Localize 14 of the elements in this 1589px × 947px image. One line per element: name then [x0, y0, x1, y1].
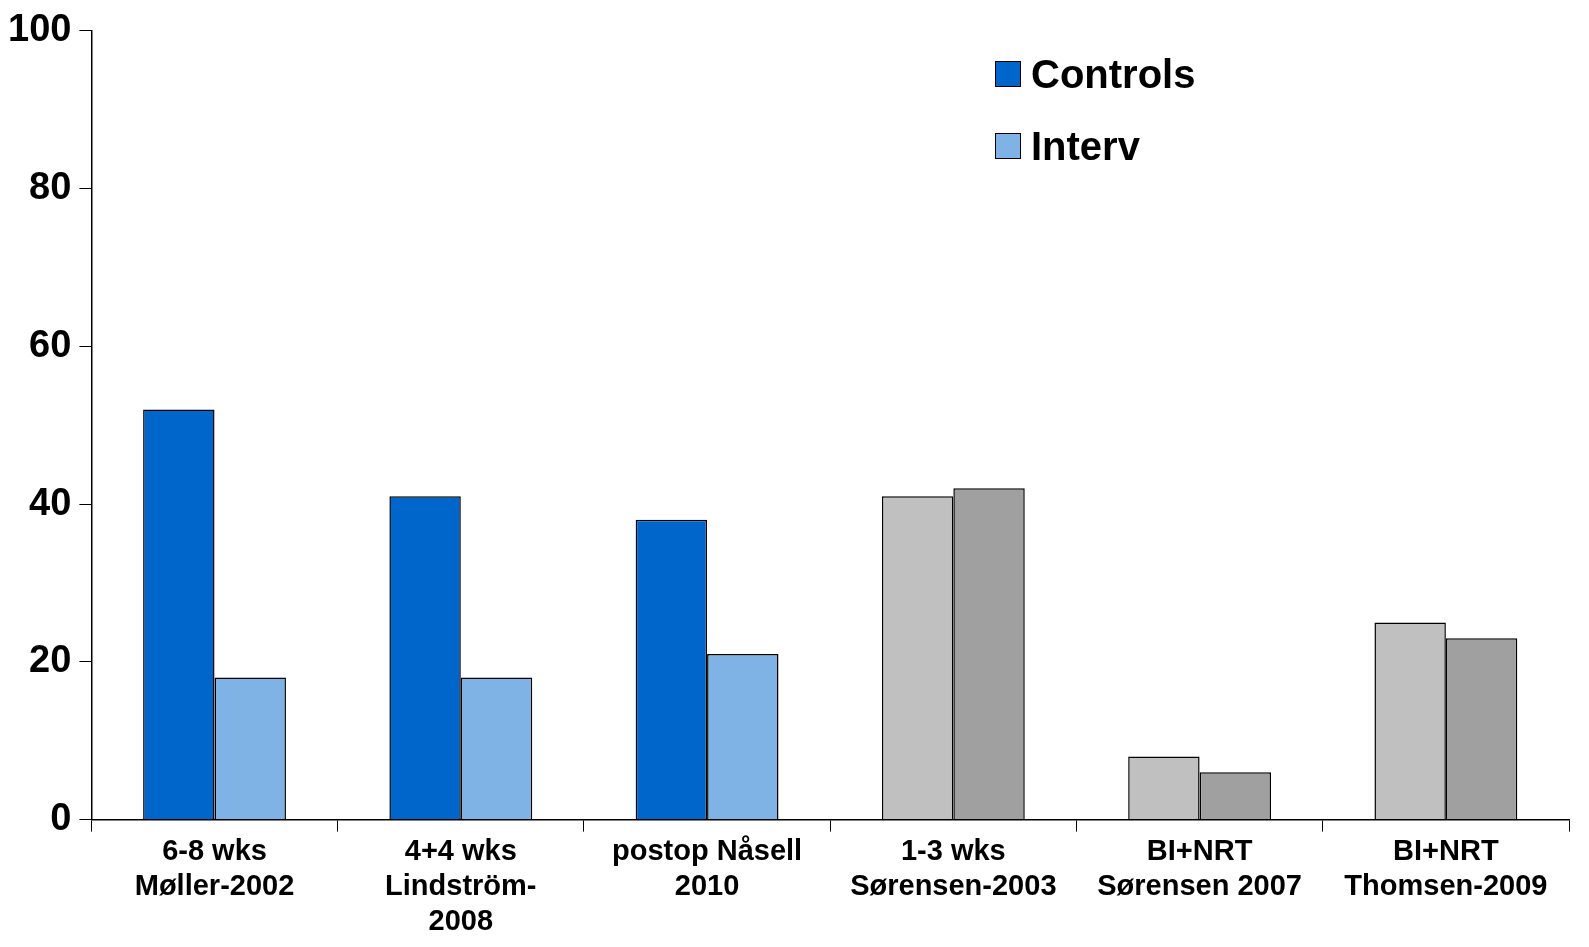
y-tick-label: 40 [29, 480, 72, 523]
x-tick-label: BI+NRT Thomsen-2009 [1344, 834, 1548, 901]
x-tick-label: 4+4 wks Lindström- 2008 [385, 834, 537, 936]
x-tick-label: 6-8 wks Møller-2002 [134, 834, 295, 901]
x-tick-label: postop Nåsell 2010 [611, 834, 803, 901]
y-tick-label: 0 [50, 796, 72, 839]
legend-label: Interv [1031, 123, 1140, 170]
y-tick-label: 80 [29, 165, 72, 208]
legend-label: Controls [1031, 51, 1196, 98]
x-tick-label: BI+NRT Sørensen 2007 [1097, 834, 1302, 901]
x-tick-label: 1-3 wks Sørensen-2003 [850, 834, 1057, 901]
y-tick-label: 100 [8, 7, 72, 50]
y-tick-label: 20 [29, 638, 72, 681]
y-tick-label: 60 [29, 322, 72, 365]
